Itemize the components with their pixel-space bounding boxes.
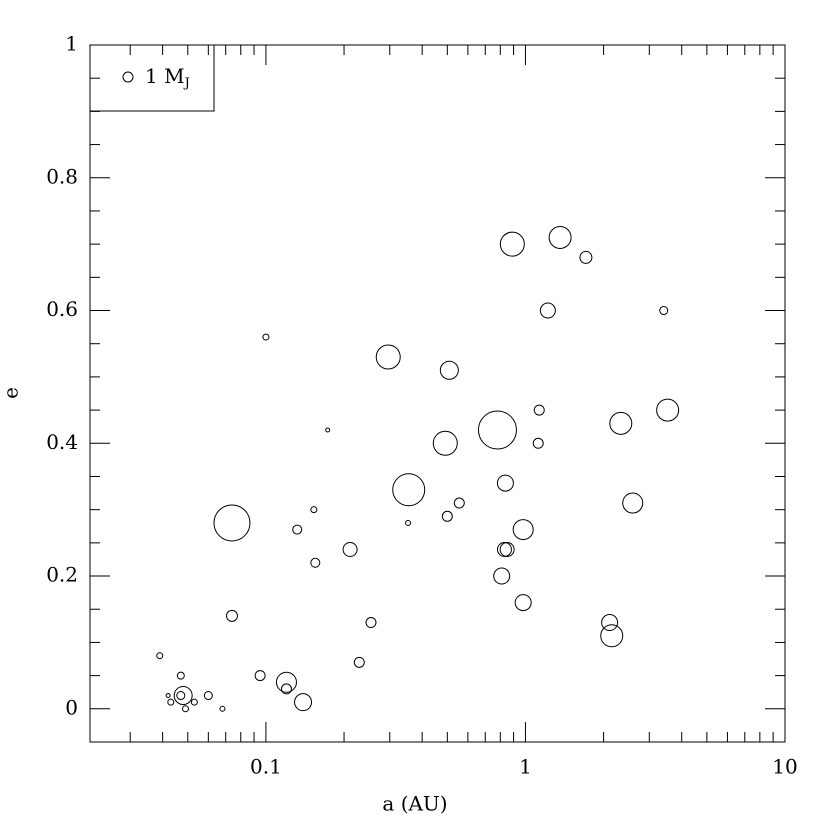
point [609, 411, 633, 435]
x-tick-label: 1 [519, 755, 532, 779]
y-tick-label: 0.8 [46, 164, 78, 188]
x-tick-label: 0.1 [250, 755, 282, 779]
point [600, 624, 624, 648]
point [499, 231, 525, 257]
point [496, 541, 512, 557]
point [496, 474, 514, 492]
point [325, 427, 331, 433]
point [176, 691, 186, 701]
point [659, 306, 669, 316]
point [203, 691, 213, 701]
point [275, 671, 297, 693]
point [182, 705, 190, 713]
point [342, 541, 358, 557]
point [499, 541, 515, 557]
point [432, 430, 458, 456]
y-tick-label: 0 [65, 695, 78, 719]
point [190, 698, 198, 706]
point [375, 344, 401, 370]
point [579, 250, 593, 264]
point [548, 226, 572, 250]
point [532, 437, 544, 449]
legend-marker [122, 71, 134, 83]
point [405, 519, 412, 526]
y-tick-label: 0.2 [46, 563, 78, 587]
x-axis-label: a (AU) [382, 792, 447, 816]
point [477, 410, 517, 450]
point [310, 506, 318, 514]
point [219, 705, 226, 712]
point [156, 652, 164, 660]
y-tick-label: 0.6 [46, 297, 78, 321]
point [512, 519, 534, 541]
point [514, 594, 532, 612]
point [165, 693, 171, 699]
point [280, 683, 292, 695]
point [254, 670, 266, 682]
point [353, 656, 365, 668]
point [365, 617, 377, 629]
point [601, 614, 619, 632]
point [262, 333, 270, 341]
plot-frame [89, 44, 786, 743]
y-axis-label: e [0, 387, 23, 399]
point [225, 609, 238, 622]
point [439, 360, 459, 380]
y-tick-label: 1 [65, 32, 78, 56]
point [656, 398, 680, 422]
point [213, 504, 251, 542]
point [392, 473, 426, 507]
y-tick-label: 0.4 [46, 430, 78, 454]
point [173, 686, 193, 706]
point [176, 671, 185, 680]
point [292, 524, 303, 535]
point [294, 693, 313, 712]
point [622, 492, 644, 514]
legend-label: 1 MJ [145, 64, 190, 91]
point [441, 510, 453, 522]
point [453, 497, 465, 509]
point [167, 698, 175, 706]
legend-label-text: 1 M [145, 64, 185, 88]
point [493, 567, 511, 585]
legend-label-subscript: J [183, 76, 190, 91]
point [310, 557, 321, 568]
point [533, 404, 545, 416]
x-tick-label: 10 [772, 755, 797, 779]
point [539, 302, 556, 319]
